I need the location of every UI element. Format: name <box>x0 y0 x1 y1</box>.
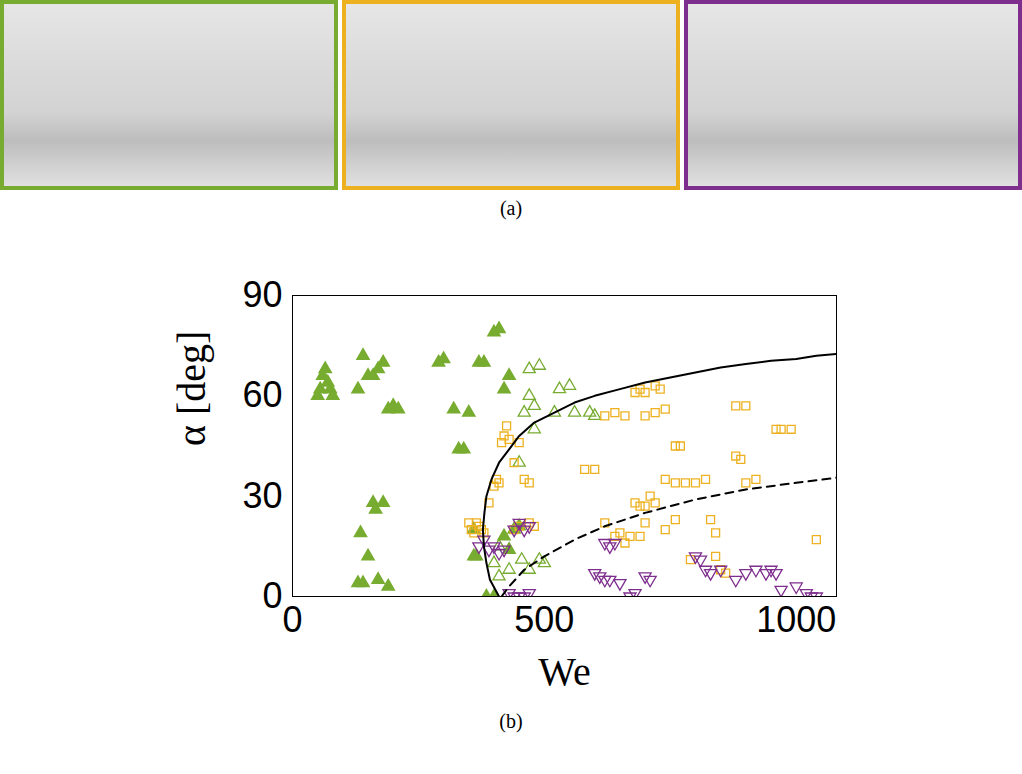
svg-text:0: 0 <box>282 599 302 640</box>
svg-text:90: 90 <box>242 274 282 315</box>
svg-text:500: 500 <box>514 599 574 640</box>
html-text:(b): (b) <box>499 710 523 732</box>
html-text:(a): (a) <box>499 197 523 219</box>
svg-text:α [deg]: α [deg] <box>169 331 214 446</box>
svg-text:30: 30 <box>242 475 282 516</box>
svg-text:We: We <box>538 649 590 694</box>
svg-text:60: 60 <box>242 374 282 415</box>
svg-text:1000: 1000 <box>756 599 836 640</box>
svg-text:0: 0 <box>262 575 282 616</box>
